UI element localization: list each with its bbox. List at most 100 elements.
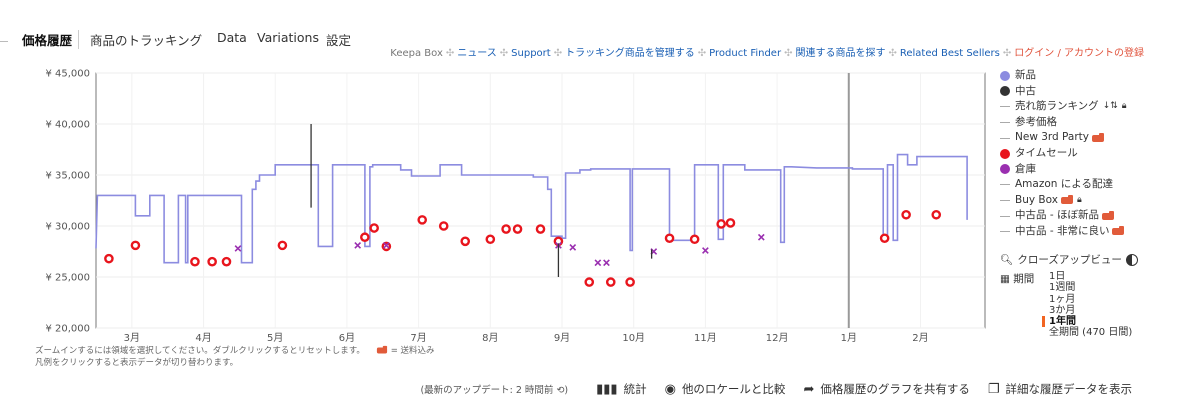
price-history-chart[interactable]: ¥ 45,000 ¥ 40,000 ¥ 35,000 ¥ 30,000 ¥ 25,000…	[0, 60, 1000, 345]
sale-price-point[interactable]	[417, 215, 428, 225]
tab-price-history[interactable]: 価格履歴	[22, 30, 80, 49]
sale-price-point[interactable]	[879, 233, 890, 244]
x-tick-label: 12月	[766, 332, 789, 344]
legend-dot	[1000, 164, 1010, 175]
detailed-history-button[interactable]: ❐ 詳細な履歴データを表示	[988, 381, 1132, 397]
legend-item[interactable]: 中古	[1000, 84, 1185, 100]
sale-price-point[interactable]	[512, 224, 523, 234]
globe-icon: ◉	[664, 381, 676, 397]
y-tick-label: ¥ 20,000	[45, 324, 90, 335]
legend-note: 凡例をクリックすると表示データが切り替わります。	[35, 358, 239, 368]
period-option[interactable]: 1年間	[1042, 316, 1132, 328]
warehouse-point[interactable]	[702, 247, 709, 254]
period-option[interactable]: 1日	[1049, 271, 1066, 282]
legend-item[interactable]: 倉庫	[1000, 162, 1185, 178]
sale-price-point[interactable]	[207, 256, 217, 267]
details-label: 詳細な履歴データを表示	[1005, 382, 1133, 396]
closeup-view-toggle[interactable]: 🔍︎ クローズアップビュー	[1000, 252, 1138, 267]
warehouse-point[interactable]	[569, 244, 577, 251]
header-link[interactable]: トラッキング商品を管理する	[565, 48, 695, 59]
tab-variations[interactable]: Variations	[257, 30, 319, 45]
sale-price-point[interactable]	[369, 223, 379, 233]
last-update[interactable]: (最新のアップデート: 2 時間前 ⟲)	[420, 385, 569, 396]
sale-price-point[interactable]	[584, 277, 595, 287]
warehouse-point[interactable]	[757, 233, 765, 241]
legend-label: Amazon による配達	[1015, 178, 1113, 191]
period-label: 期間	[1013, 273, 1035, 285]
sale-price-point[interactable]	[277, 240, 288, 251]
legend-label: New 3rd Party	[1015, 131, 1089, 144]
sale-price-point[interactable]	[190, 256, 200, 267]
header-link[interactable]: ニュース	[457, 48, 497, 59]
link-separator: ✣	[784, 48, 793, 59]
sale-price-point[interactable]	[104, 253, 114, 264]
sale-price-point[interactable]	[535, 224, 546, 234]
legend-dash	[1000, 200, 1010, 202]
compare-label: 他のロケールと比較	[681, 382, 786, 396]
share-graph-button[interactable]: ➦ 価格履歴のグラフを共有する	[803, 381, 969, 397]
tab-product-tracking[interactable]: 商品のトラッキング	[90, 33, 203, 48]
y-tick-label: ¥ 25,000	[45, 273, 90, 284]
header-link[interactable]: Product Finder	[709, 48, 782, 59]
legend-dash	[1000, 122, 1010, 124]
link-separator: ✣	[445, 48, 455, 59]
warehouse-point[interactable]	[594, 259, 602, 267]
legend-item[interactable]: 参考価格	[1000, 115, 1185, 131]
header-link[interactable]: Support	[511, 48, 551, 59]
period-option[interactable]: 全期間 (470 日間)	[1049, 327, 1133, 339]
sale-price-point[interactable]	[931, 209, 942, 220]
period-option[interactable]: 3か月	[1049, 304, 1076, 316]
warehouse-point[interactable]	[382, 242, 390, 249]
legend-dash	[1000, 184, 1010, 186]
sale-price-point[interactable]	[625, 277, 635, 287]
header-link[interactable]: Keepa Box	[390, 48, 443, 59]
new-price-line[interactable]	[95, 153, 968, 264]
legend-item[interactable]: 中古品 - 非常に良い	[1000, 224, 1185, 240]
plot-area[interactable]	[95, 72, 986, 329]
sale-price-point[interactable]	[460, 236, 471, 247]
legend-item[interactable]: 中古品 - ほぼ新品	[1000, 208, 1185, 224]
period-option[interactable]: 1ヶ月	[1049, 293, 1076, 305]
sale-price-point[interactable]	[901, 209, 911, 220]
sale-price-point[interactable]	[689, 234, 700, 245]
period-options: 1日 1週間 1ヶ月 3か月 1年間 全期間 (470 日間)	[1042, 271, 1133, 339]
sale-price-point[interactable]	[221, 256, 232, 267]
sort-icon[interactable]: ↓⇅	[1102, 101, 1118, 112]
legend-dash	[1000, 137, 1010, 139]
sale-price-point[interactable]	[438, 221, 449, 231]
warehouse-point[interactable]	[603, 259, 610, 267]
sale-price-point[interactable]	[725, 218, 736, 228]
sale-price-point[interactable]	[501, 224, 511, 234]
stats-button[interactable]: ▮▮▮ 統計	[596, 381, 646, 397]
header-link[interactable]: 関連する商品を探す	[795, 48, 886, 59]
legend-dot	[1000, 148, 1010, 159]
legend-label: 新品	[1015, 69, 1036, 81]
shipping-note: = 送料込み	[390, 346, 435, 356]
tab-settings[interactable]: 設定	[326, 33, 352, 48]
legend-item[interactable]: 売れ筋ランキング ↓⇅ 🔒︎	[1000, 99, 1185, 115]
copy-icon: ❐	[987, 381, 1000, 397]
header-link[interactable]: ログイン / アカウントの登録	[1014, 48, 1144, 59]
legend-item[interactable]: 新品	[1000, 68, 1185, 84]
period-option[interactable]: 1週間	[1049, 282, 1076, 294]
compare-locales-button[interactable]: ◉ 他のロケールと比較	[665, 381, 786, 397]
legend-item[interactable]: Buy Box 🔒︎	[1000, 193, 1185, 209]
sale-price-point[interactable]	[130, 240, 141, 251]
tab-data[interactable]: Data	[217, 30, 247, 45]
x-tick-label: 6月	[339, 332, 355, 344]
warehouse-point[interactable]	[354, 242, 362, 249]
sale-price-point[interactable]	[664, 233, 675, 244]
sale-price-point[interactable]	[605, 277, 616, 287]
sale-price-point[interactable]	[485, 234, 496, 245]
sale-price-point[interactable]	[360, 232, 370, 243]
legend-item[interactable]: タイムセール	[1000, 146, 1185, 162]
truck-icon	[1092, 132, 1104, 142]
link-separator: ✣	[499, 48, 509, 59]
warehouse-point[interactable]	[234, 245, 242, 252]
legend-item[interactable]: Amazon による配達	[1000, 177, 1185, 193]
header-link[interactable]: Related Best Sellers	[899, 48, 1000, 59]
sale-price-point[interactable]	[716, 219, 726, 229]
x-tick-label: 11月	[694, 332, 717, 344]
legend-item[interactable]: New 3rd Party	[1000, 130, 1185, 146]
chart-notes: ズームインするには領域を選択してください。ダブルクリックするとリセットします。 …	[35, 345, 435, 369]
